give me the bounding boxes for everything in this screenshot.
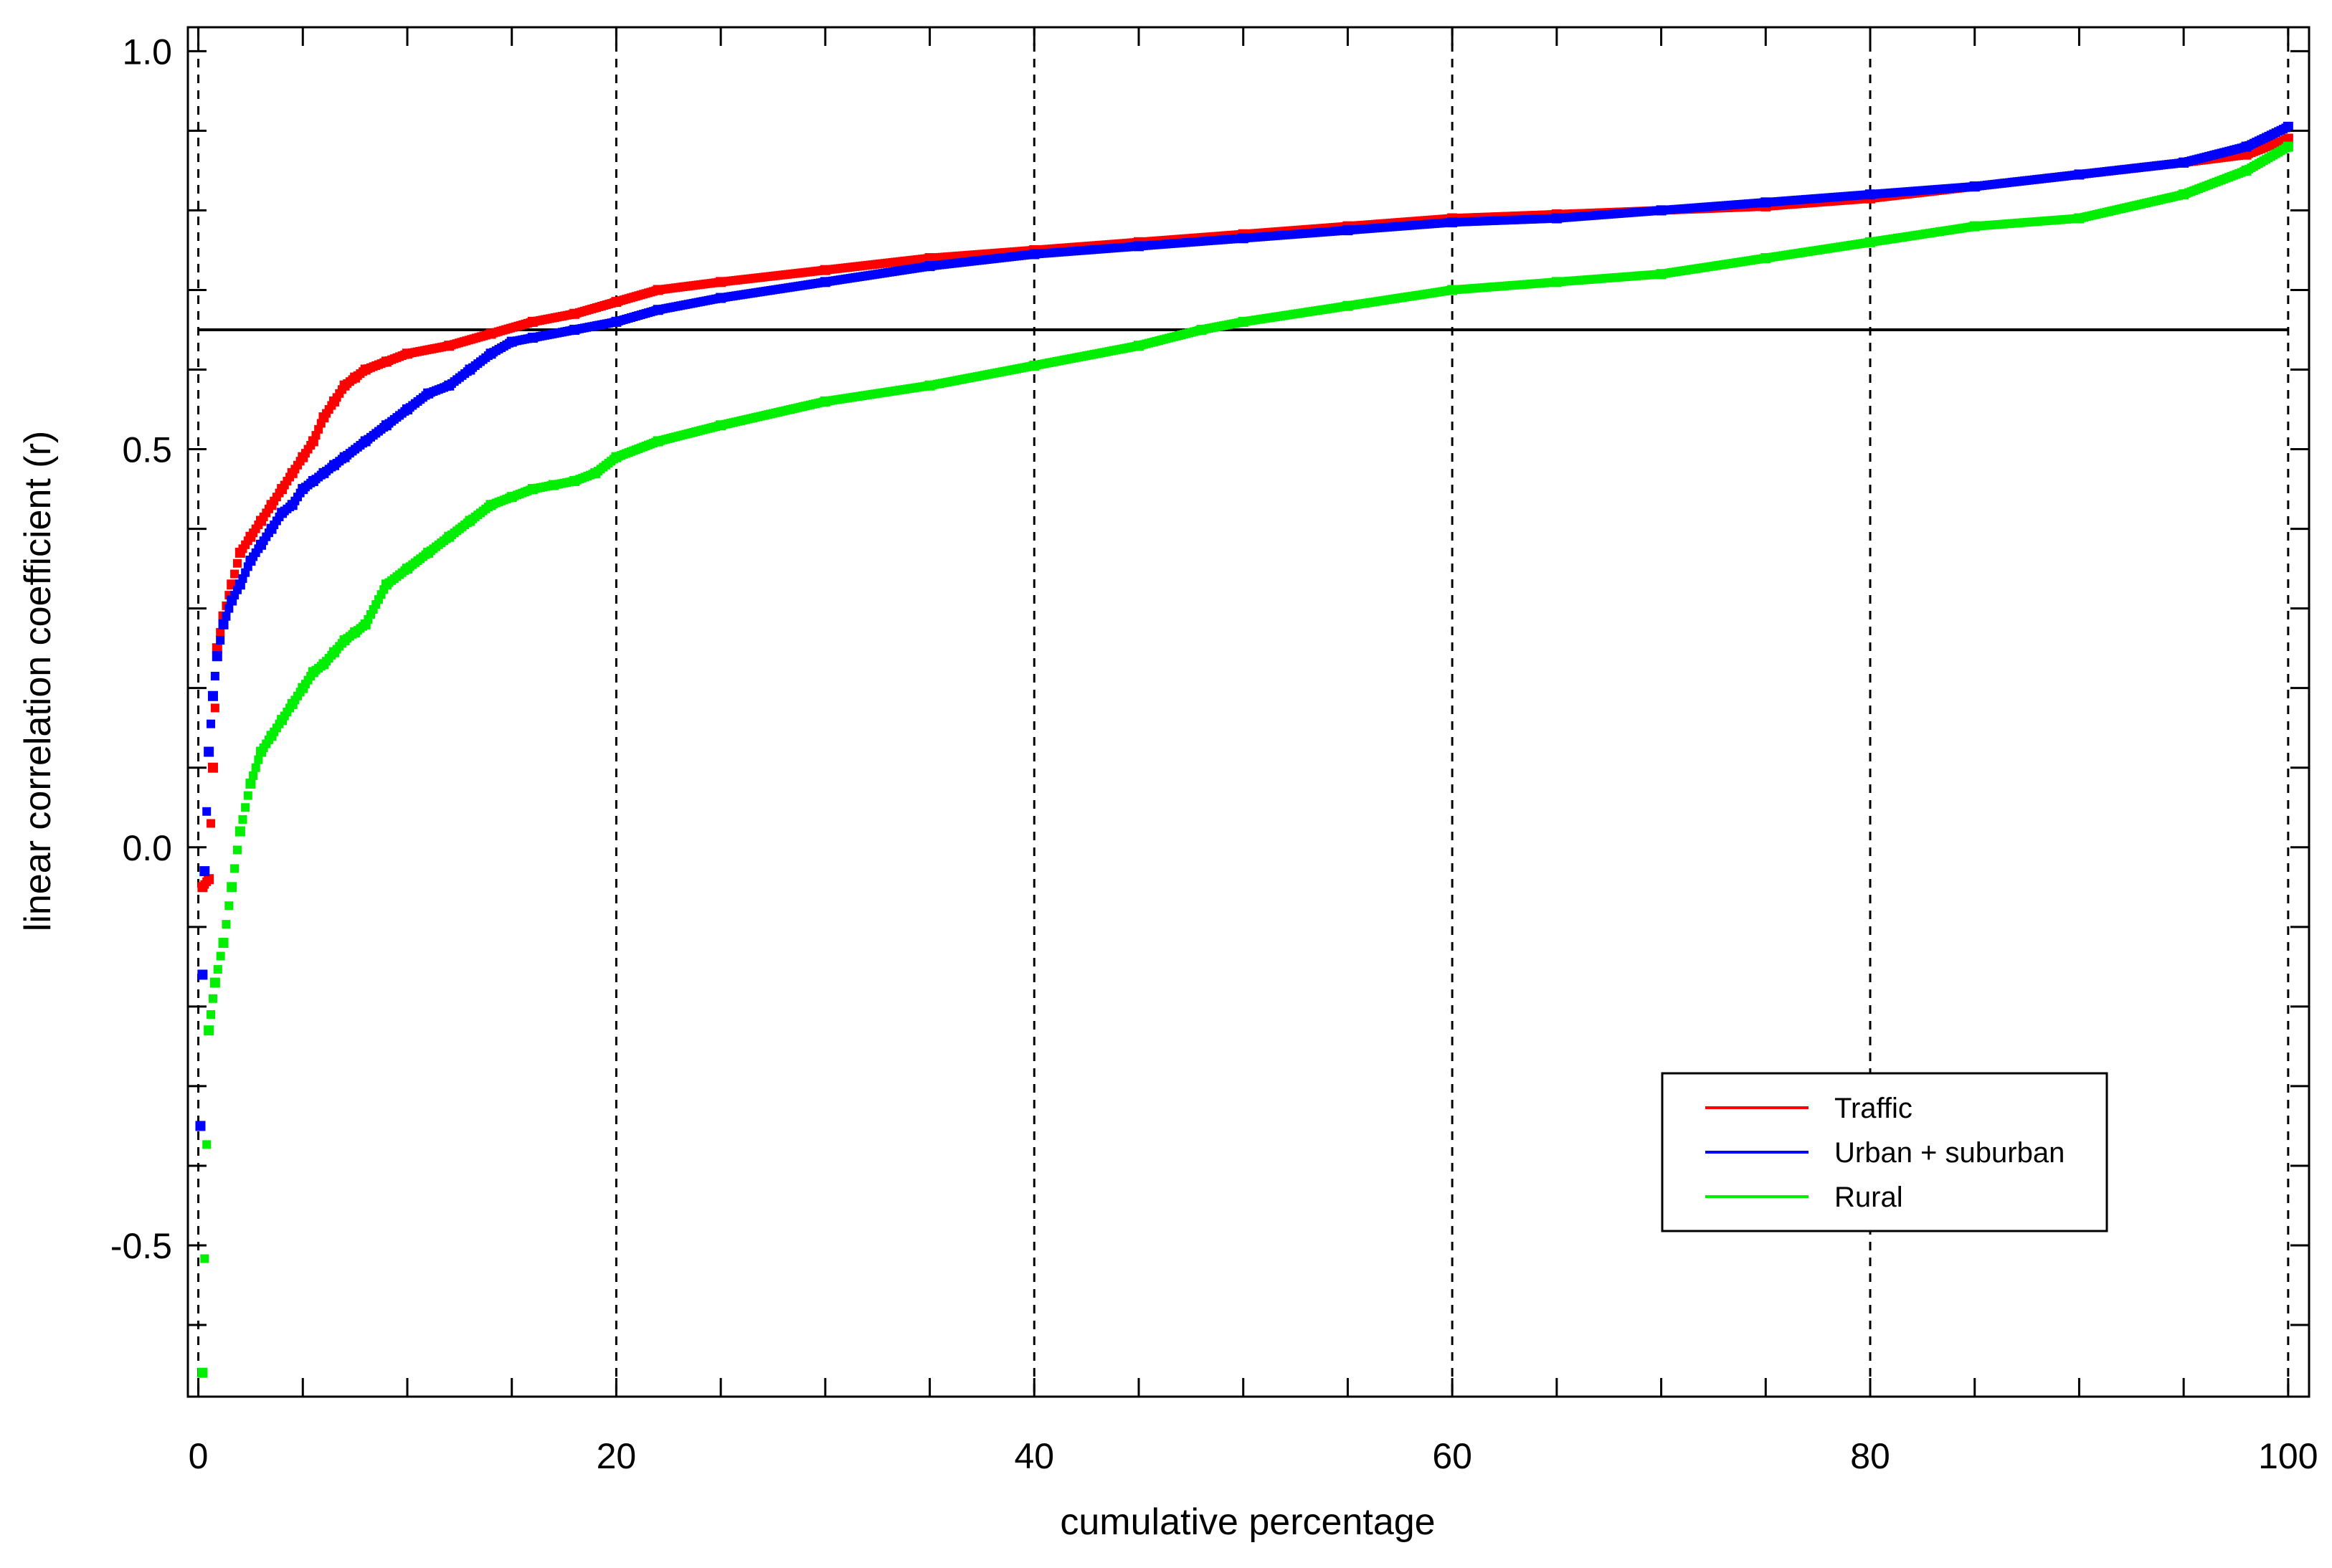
series-2-point bbox=[197, 1367, 208, 1378]
series-2-mark bbox=[224, 901, 234, 911]
series-1-mark bbox=[222, 612, 231, 621]
series-2-mark bbox=[200, 1254, 209, 1263]
series-2-point bbox=[245, 778, 256, 789]
series-2-mark bbox=[249, 771, 258, 780]
series-1-point bbox=[204, 746, 214, 757]
series-1-point bbox=[197, 969, 208, 980]
series-0-point bbox=[204, 874, 214, 885]
series-1 bbox=[195, 121, 2293, 1131]
series-2-mark bbox=[230, 864, 240, 873]
series-1-mark bbox=[224, 604, 234, 613]
y-axis-title: linear correlation coefficient (r) bbox=[17, 431, 59, 931]
tick-labels: 0 20 40 60 80 100 1.0 0.5 0.0 -0.5 bbox=[110, 32, 2318, 1476]
series-1-mark bbox=[207, 719, 216, 728]
series-1-point bbox=[199, 866, 210, 877]
y-tick-label: 0.5 bbox=[122, 430, 172, 470]
series-2-mark bbox=[202, 1140, 212, 1149]
series-0-point bbox=[207, 762, 218, 773]
axis-ticks bbox=[188, 27, 2309, 1397]
series-0-point bbox=[212, 643, 222, 654]
y-tick-label: 0.0 bbox=[122, 828, 172, 868]
legend-label-urban-suburban: Urban + suburban bbox=[1834, 1137, 2065, 1169]
series-0-mark bbox=[232, 559, 242, 568]
y-tick-label: 1.0 bbox=[122, 32, 172, 72]
y-tick-label: -0.5 bbox=[110, 1226, 172, 1266]
plot-border bbox=[186, 26, 2310, 1398]
series-2-point bbox=[227, 882, 237, 893]
series-2-point bbox=[204, 1025, 214, 1036]
series-2-point bbox=[234, 826, 245, 837]
x-axis-title: cumulative percentage bbox=[1060, 1501, 1435, 1543]
series-layer bbox=[195, 121, 2293, 1378]
x-tick-label: 0 bbox=[189, 1436, 209, 1476]
series-0-mark bbox=[230, 569, 240, 579]
x-tick-label: 80 bbox=[1850, 1436, 1890, 1476]
series-2-mark bbox=[238, 814, 247, 824]
plot-frame bbox=[186, 26, 2310, 1398]
series-1-mark bbox=[216, 636, 225, 645]
series-2-mark bbox=[213, 965, 222, 974]
series-1-point bbox=[2283, 121, 2293, 132]
series-1-point bbox=[207, 690, 218, 701]
series-0-mark bbox=[210, 703, 219, 713]
series-2-mark bbox=[208, 994, 217, 1003]
series-0-mark bbox=[207, 819, 216, 828]
series-1-point bbox=[212, 651, 222, 662]
series-2-point bbox=[209, 977, 220, 988]
series-2 bbox=[197, 141, 2293, 1378]
series-2-mark bbox=[243, 791, 252, 800]
series-1-mark bbox=[210, 672, 219, 681]
series-2-mark bbox=[254, 755, 263, 764]
legend-label-traffic: Traffic bbox=[1834, 1093, 1912, 1124]
series-2-mark bbox=[241, 803, 250, 812]
series-1-mark bbox=[202, 807, 212, 816]
series-2-point bbox=[2283, 141, 2293, 152]
x-tick-label: 20 bbox=[597, 1436, 637, 1476]
x-tick-label: 100 bbox=[2258, 1436, 2318, 1476]
series-2-mark bbox=[232, 845, 242, 855]
series-0-point bbox=[2283, 133, 2293, 144]
x-tick-label: 40 bbox=[1014, 1436, 1054, 1476]
series-2-mark bbox=[216, 951, 225, 961]
legend: Traffic Urban + suburban Rural bbox=[1661, 1072, 2108, 1232]
series-1-point bbox=[195, 1121, 206, 1131]
series-2-mark bbox=[222, 920, 231, 929]
series-1-point bbox=[218, 619, 229, 629]
x-tick-label: 60 bbox=[1432, 1436, 1472, 1476]
series-2-point bbox=[218, 938, 229, 949]
series-2-mark bbox=[251, 763, 260, 772]
series-0-mark bbox=[216, 627, 225, 637]
legend-label-rural: Rural bbox=[1834, 1182, 1903, 1213]
series-2-mark bbox=[207, 1009, 216, 1019]
